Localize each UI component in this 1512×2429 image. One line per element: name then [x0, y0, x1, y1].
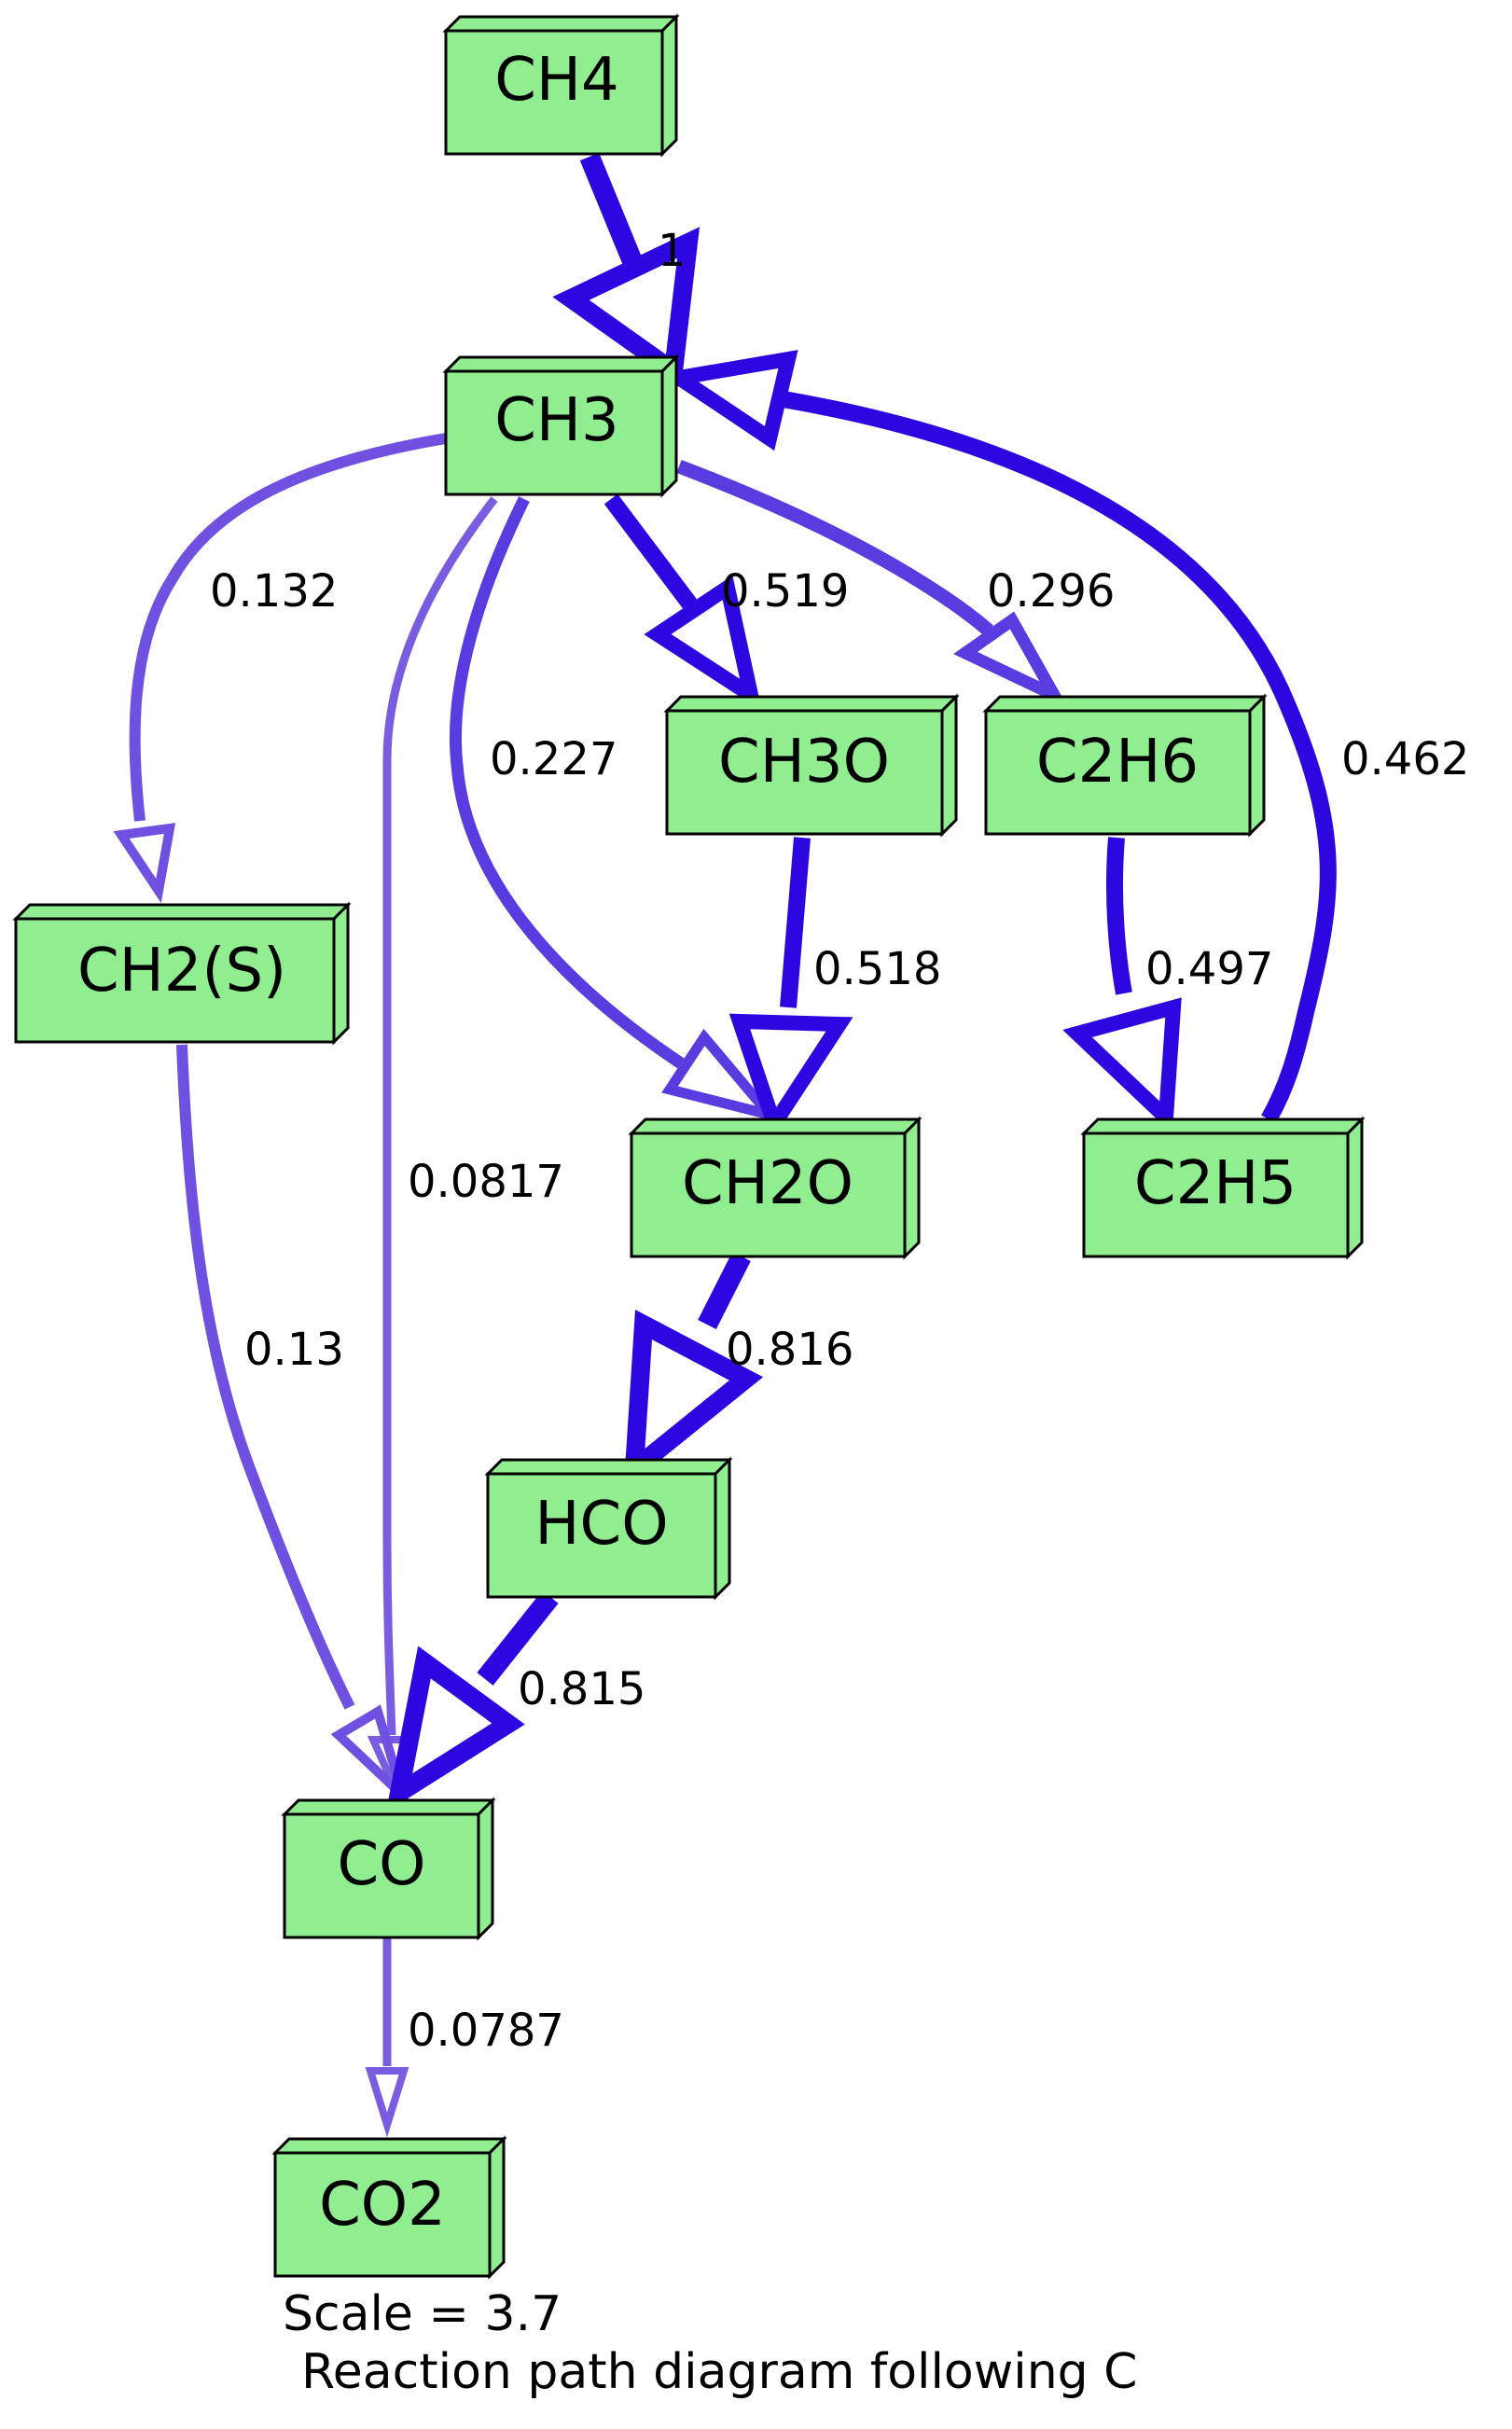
edge-c2h5-ch3 [659, 350, 1337, 1124]
edge-label-hco-co: 0.815 [518, 1663, 645, 1715]
node-label-co2: CO2 [319, 2171, 446, 2240]
edge-ch3-c2h6 [676, 459, 1069, 709]
edge-ch3-co [367, 496, 498, 1808]
edge-ch3-ch3o [603, 493, 762, 712]
node-ch3: CH3 [442, 354, 680, 498]
edge-label-ch4-ch3: 1 [658, 225, 687, 277]
edge-label-c2h6-c2h5: 0.497 [1145, 943, 1273, 995]
caption-title: Reaction path diagram following C [301, 2344, 1138, 2400]
node-co2: CO2 [271, 2135, 507, 2280]
node-label-c2h6: C2H6 [1036, 728, 1199, 797]
edge-ch3-ch2o [449, 496, 784, 1124]
edge-label-ch3-c2h6: 0.296 [987, 565, 1115, 618]
node-ch2o: CH2O [628, 1116, 922, 1260]
edge-label-co-co2: 0.0787 [408, 2005, 564, 2057]
edge-ch4-ch3 [552, 152, 701, 388]
edge-ch2s-co [176, 1044, 413, 1811]
node-label-ch2o: CH2O [682, 1149, 853, 1218]
node-label-ch3o: CH3O [718, 728, 890, 797]
node-c2h5: C2H5 [1080, 1116, 1366, 1260]
node-label-co: CO [337, 1830, 425, 1899]
edge-label-c2h5-ch3: 0.462 [1341, 733, 1469, 785]
node-label-c2h5: C2H5 [1134, 1149, 1297, 1218]
node-ch4: CH4 [442, 13, 680, 158]
node-hco: HCO [484, 1456, 733, 1601]
node-label-hco: HCO [534, 1490, 668, 1559]
edge-hco-co [385, 1590, 559, 1812]
edge-ch3o-ch2o [728, 837, 853, 1142]
node-label-ch4: CH4 [494, 46, 619, 115]
node-c2h6: C2H6 [982, 693, 1268, 838]
node-label-ch2s: CH2(S) [77, 937, 286, 1006]
edge-label-ch3-ch3o: 0.519 [721, 565, 849, 618]
node-ch3o: CH3O [663, 693, 960, 838]
caption-scale: Scale = 3.7 [283, 2286, 562, 2342]
node-label-ch3: CH3 [494, 386, 619, 455]
edge-ch3-ch2s [113, 433, 448, 904]
node-co: CO [281, 1797, 496, 1941]
edge-label-ch2s-co: 0.13 [244, 1324, 344, 1376]
edge-label-ch3-ch2s: 0.132 [210, 565, 338, 618]
node-ch2s: CH2(S) [12, 901, 352, 1046]
edge-co-co2 [365, 1936, 409, 2138]
edge-c2h6-c2h5 [1062, 837, 1182, 1134]
edge-label-ch2o-hco: 0.816 [726, 1324, 853, 1376]
edge-label-ch3-co: 0.0817 [408, 1156, 564, 1208]
edge-label-ch3o-ch2o: 0.518 [813, 943, 941, 995]
edge-ch2o-hco [623, 1252, 764, 1491]
edge-label-ch3-ch2o: 0.227 [490, 733, 617, 785]
